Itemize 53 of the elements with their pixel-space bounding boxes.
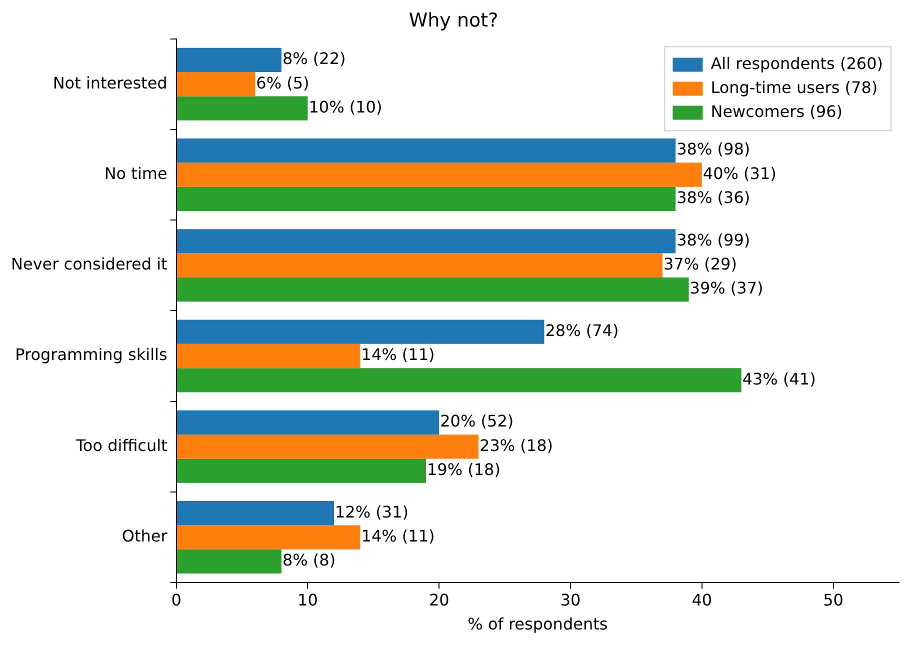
data-label: 19% (18)	[426, 460, 500, 479]
x-axis-title: % of respondents	[468, 614, 608, 634]
data-label: 43% (41)	[742, 369, 816, 388]
bar	[176, 253, 662, 278]
y-tick-label: Other	[122, 526, 168, 546]
data-label: 40% (31)	[702, 164, 776, 183]
bar	[176, 434, 479, 459]
data-label: 23% (18)	[480, 436, 554, 455]
data-label: 10% (10)	[308, 97, 382, 116]
bar	[176, 162, 702, 187]
data-label: 8% (8)	[282, 550, 336, 570]
data-label: 12% (31)	[335, 502, 408, 522]
bar	[176, 138, 676, 163]
y-tick-label: Too difficult	[74, 436, 168, 455]
bar	[176, 277, 689, 302]
data-label: 39% (37)	[690, 278, 764, 298]
bar	[176, 186, 676, 212]
legend-label: All respondents (260)	[710, 54, 884, 73]
y-tick-label: Not interested	[52, 73, 168, 92]
bar	[176, 549, 282, 574]
legend-label: Long-time users (78)	[710, 78, 878, 97]
bar	[176, 501, 334, 526]
y-tick-label: Programming skills	[15, 345, 168, 364]
data-label: 28% (74)	[545, 321, 619, 340]
data-label: 38% (36)	[676, 188, 750, 208]
bar	[176, 48, 282, 72]
data-label: 38% (99)	[676, 230, 750, 250]
bar	[176, 525, 360, 550]
bar	[176, 320, 544, 344]
data-label: 8% (22)	[282, 49, 346, 68]
bar	[176, 344, 360, 368]
bar	[176, 458, 426, 483]
x-tick-label: 30	[560, 590, 581, 610]
data-label: 37% (29)	[663, 254, 737, 274]
legend-label: Newcomers (96)	[710, 102, 842, 121]
bar	[176, 368, 742, 392]
data-label: 14% (11)	[361, 345, 435, 364]
bar	[176, 410, 440, 435]
bar	[176, 96, 308, 120]
x-tick-label: 0	[171, 590, 182, 610]
y-tick-label: No time	[104, 164, 168, 183]
chart-title: Why not?	[408, 9, 498, 32]
data-label: 38% (98)	[676, 140, 750, 159]
bar	[176, 72, 256, 96]
data-label: 20% (52)	[440, 412, 514, 431]
data-label: 6% (5)	[256, 73, 310, 92]
bar	[176, 229, 676, 254]
x-tick-label: 40	[692, 590, 712, 610]
data-label: 14% (11)	[361, 526, 435, 546]
x-tick-label: 50	[823, 590, 844, 610]
x-tick-label: 10	[298, 590, 318, 610]
x-tick-label: 20	[428, 590, 450, 610]
y-tick-label: Never considered it	[11, 254, 168, 274]
